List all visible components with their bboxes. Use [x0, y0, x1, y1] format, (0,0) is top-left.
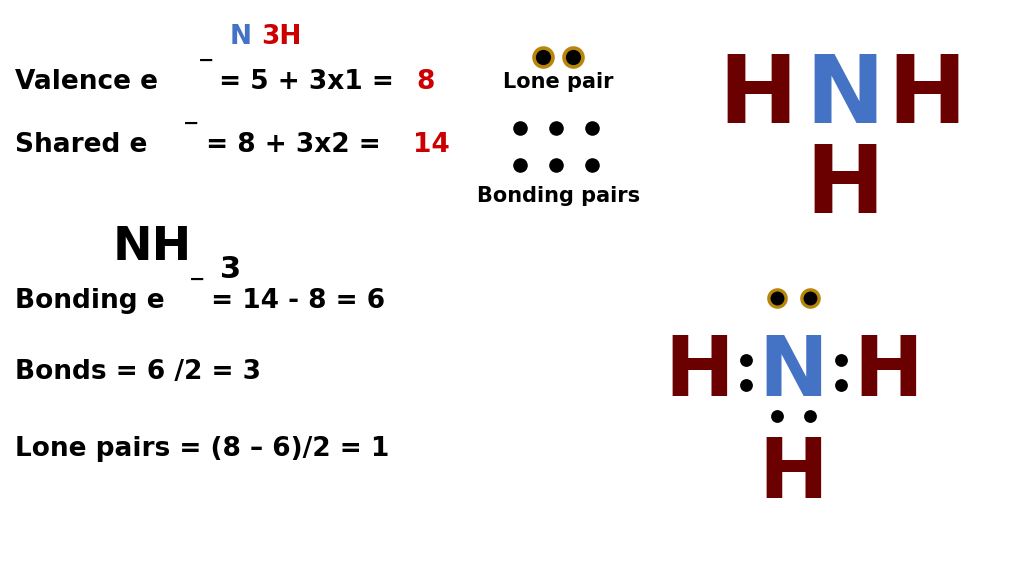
Text: NH: NH — [113, 224, 191, 270]
Point — [769, 294, 785, 303]
Point — [565, 52, 582, 61]
Text: Shared e: Shared e — [15, 132, 147, 158]
Text: −: − — [189, 270, 206, 289]
Text: 3: 3 — [220, 255, 242, 285]
Point — [738, 355, 755, 364]
Point — [833, 355, 849, 364]
Text: H: H — [887, 51, 967, 143]
Point — [512, 160, 528, 169]
Text: 14: 14 — [413, 132, 450, 158]
Point — [535, 52, 551, 61]
Point — [802, 294, 818, 303]
Point — [769, 294, 785, 303]
Point — [535, 52, 551, 61]
Point — [548, 160, 564, 169]
Text: 3H: 3H — [261, 24, 302, 50]
Point — [584, 160, 600, 169]
Text: Bonding e: Bonding e — [15, 288, 165, 314]
Text: N: N — [229, 24, 252, 50]
Text: Valence e: Valence e — [15, 69, 159, 95]
Point — [565, 52, 582, 61]
Text: −: − — [198, 51, 214, 70]
Text: N: N — [759, 332, 828, 412]
Point — [738, 380, 755, 389]
Text: H: H — [759, 434, 828, 515]
Text: = 8 + 3x2 =: = 8 + 3x2 = — [197, 132, 389, 158]
Text: = 5 + 3x1 =: = 5 + 3x1 = — [210, 69, 402, 95]
Point — [833, 380, 849, 389]
Text: = 14 - 8 = 6: = 14 - 8 = 6 — [202, 288, 385, 314]
Text: Bonding pairs: Bonding pairs — [476, 186, 640, 206]
Text: H: H — [853, 332, 923, 412]
Point — [584, 123, 600, 132]
Text: N: N — [805, 51, 885, 143]
Point — [512, 123, 528, 132]
Point — [802, 412, 818, 421]
Text: H: H — [665, 332, 734, 412]
Point — [548, 123, 564, 132]
Text: −: − — [183, 114, 200, 133]
Text: H: H — [805, 141, 885, 233]
Point — [769, 412, 785, 421]
Point — [802, 294, 818, 303]
Text: Bonds = 6 /2 = 3: Bonds = 6 /2 = 3 — [15, 359, 261, 385]
Text: H: H — [718, 51, 798, 143]
Text: Lone pairs = (8 – 6)/2 = 1: Lone pairs = (8 – 6)/2 = 1 — [15, 436, 390, 462]
Text: Lone pair: Lone pair — [503, 72, 613, 93]
Text: 8: 8 — [417, 69, 435, 95]
